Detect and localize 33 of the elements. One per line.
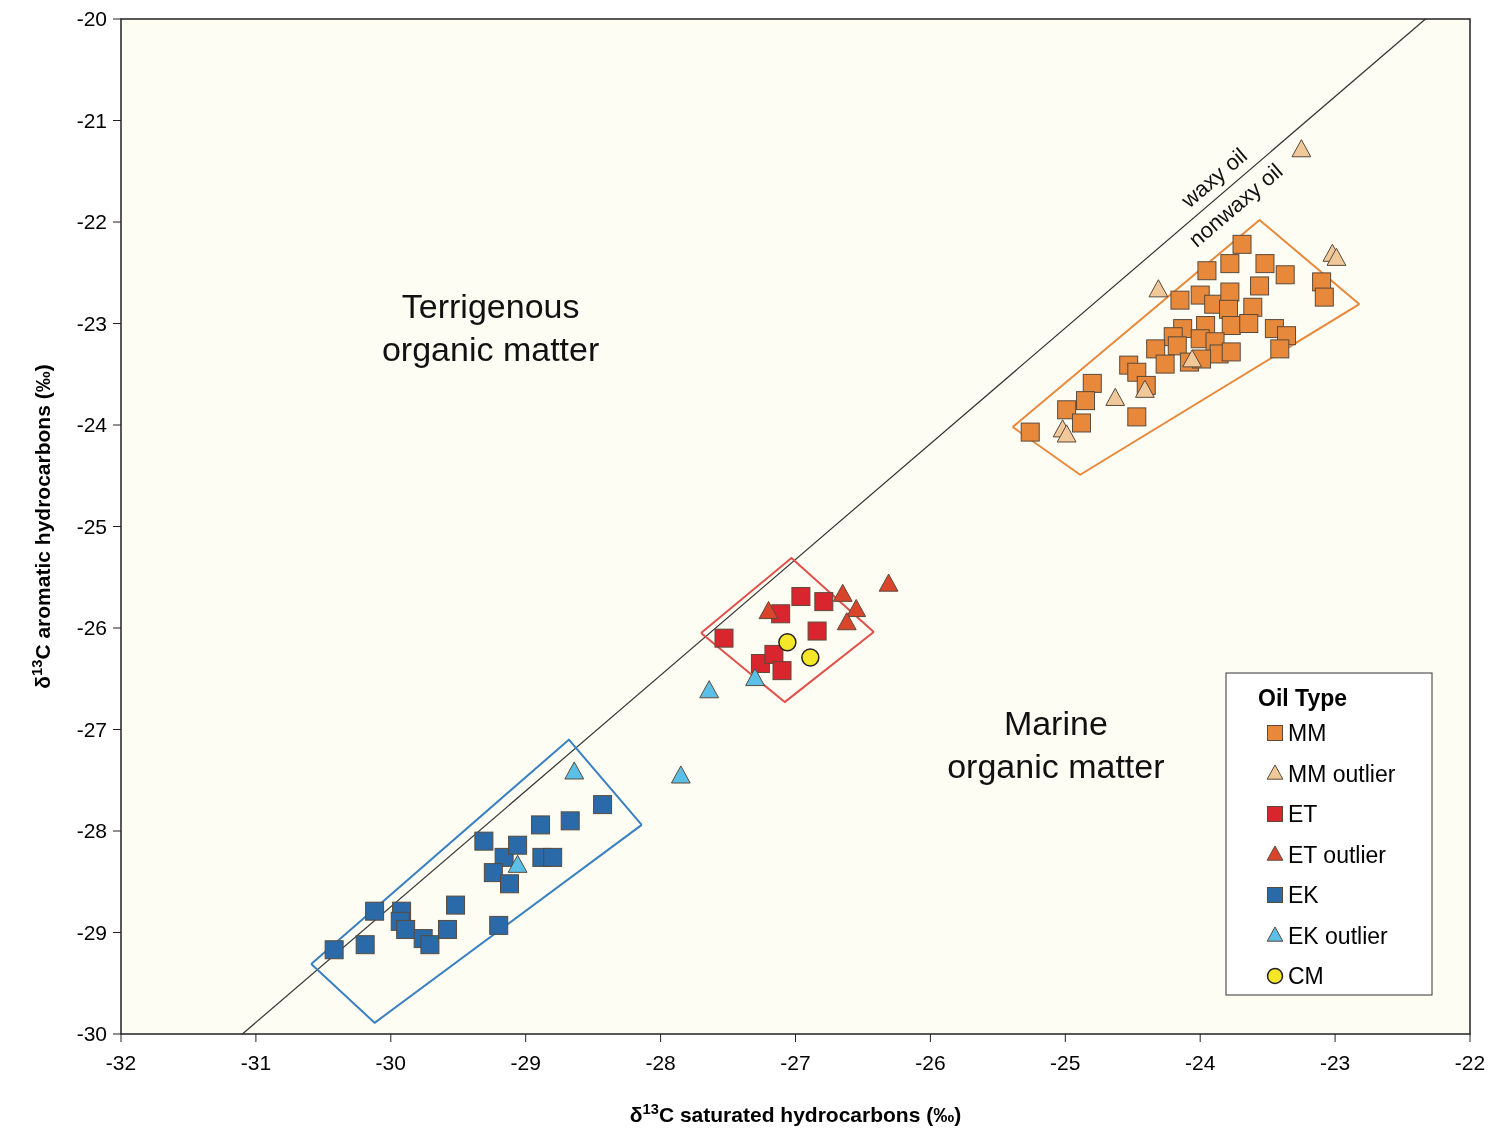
legend-label: MM outlier [1288,760,1396,787]
y-tick-label: -30 [76,1022,107,1045]
y-tick-label: -24 [76,413,108,436]
x-tick-label: -25 [1050,1051,1081,1074]
legend-label: CM [1288,963,1324,989]
legend-title: Oil Type [1258,685,1348,711]
y-tick-label: -29 [76,920,107,944]
x-tick-label: -28 [645,1051,676,1074]
y-tick-label: -23 [76,311,107,335]
x-tick-label: -26 [915,1051,946,1074]
x-tick-label: -22 [1454,1051,1486,1074]
x-tick-label: -23 [1319,1051,1351,1074]
y-tick-label: -21 [76,108,107,132]
annotation: Marine organic matter [947,703,1165,785]
x-tick-label: -27 [780,1051,811,1074]
x-tick-label: -32 [105,1051,137,1074]
y-tick-label: -20 [76,7,107,30]
legend-label: MM [1288,720,1327,746]
legend-label: ET outlier [1288,841,1387,868]
y-tick-label: -27 [76,717,107,741]
y-tick-label: -25 [76,514,107,538]
legend-label: EK [1288,882,1320,908]
annotation: Terrigenous organic matter [381,287,600,369]
x-tick-label: -31 [240,1051,272,1074]
x-axis-title: δ$^{13}$C saturated hydrocarbons (‰) [629,1101,962,1126]
y-tick-label: -28 [76,819,107,842]
legend-label: ET [1288,801,1318,827]
x-tick-label: -30 [375,1051,406,1074]
y-tick-label: -26 [76,616,107,639]
x-tick-label: -29 [510,1051,541,1074]
x-tick-label: -24 [1185,1051,1216,1074]
y-tick-label: -22 [76,210,107,233]
legend-label: EK outlier [1288,922,1389,949]
